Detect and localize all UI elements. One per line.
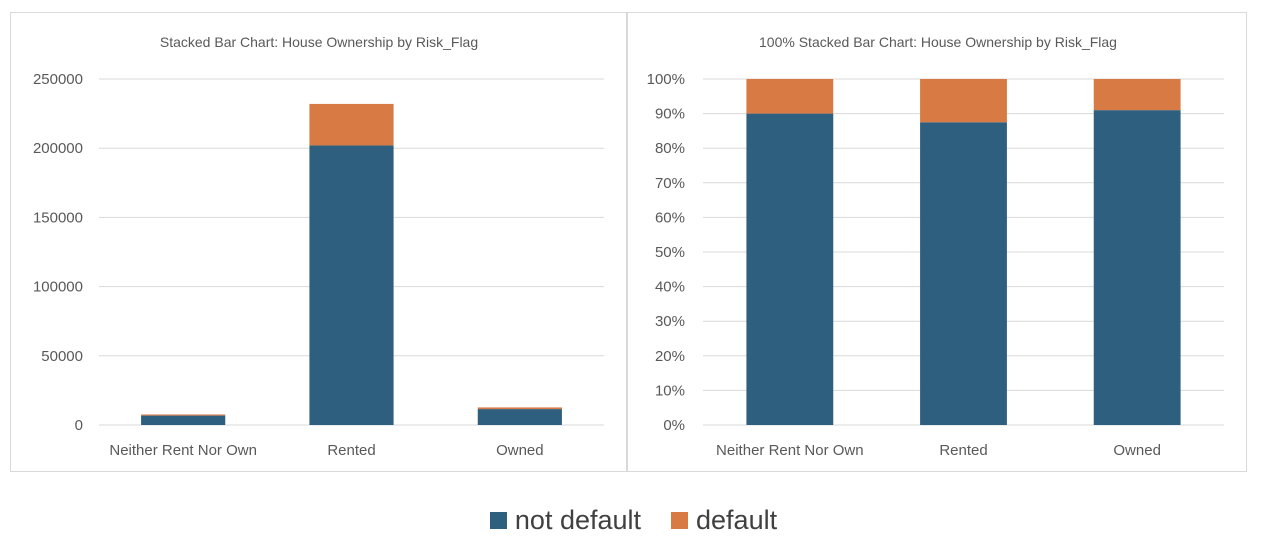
stacked-bar-chart: Stacked Bar Chart: House Ownership by Ri… xyxy=(33,34,604,459)
left-x-tick-label: Neither Rent Nor Own xyxy=(109,442,257,459)
legend-swatch-default xyxy=(671,511,689,529)
right-bar-not-default xyxy=(746,113,834,425)
legend-label-default: default xyxy=(696,504,778,535)
left-y-tick-label: 200000 xyxy=(33,140,83,157)
left-bar-default xyxy=(309,103,394,146)
right-x-tick-label: Owned xyxy=(1113,442,1161,459)
right-y-tick-label: 10% xyxy=(655,382,685,399)
right-y-tick-label: 60% xyxy=(655,209,685,226)
right-x-tick-label: Rented xyxy=(939,442,987,459)
legend-swatch-not-default xyxy=(489,511,507,529)
left-y-tick-label: 250000 xyxy=(33,71,83,88)
left-x-tick-label: Rented xyxy=(327,442,375,459)
left-bar-default xyxy=(477,407,562,410)
left-y-tick-label: 150000 xyxy=(33,209,83,226)
left-x-tick-label: Owned xyxy=(496,442,544,459)
left-y-tick-label: 100000 xyxy=(33,279,83,296)
legend-item-default: default xyxy=(671,505,777,536)
left-bar-not-default xyxy=(309,145,394,425)
left-y-tick-label: 0 xyxy=(75,417,83,434)
right-y-tick-label: 50% xyxy=(655,244,685,261)
left-bar-default xyxy=(141,414,226,416)
right-x-tick-label: Neither Rent Nor Own xyxy=(716,442,864,459)
right-bar-default xyxy=(920,79,1007,123)
percent-stacked-bar-chart-panel: 100% Stacked Bar Chart: House Ownership … xyxy=(627,12,1247,472)
right-y-tick-label: 90% xyxy=(655,106,685,123)
right-y-tick-label: 40% xyxy=(655,279,685,296)
right-bar-not-default xyxy=(1093,110,1181,425)
right-bar-default xyxy=(746,79,834,114)
left-bar-not-default xyxy=(477,409,562,425)
right-y-tick-label: 70% xyxy=(655,175,685,192)
legend-label-not-default: not default xyxy=(514,504,642,535)
right-chart-title: 100% Stacked Bar Chart: House Ownership … xyxy=(759,34,1117,50)
right-bar-not-default xyxy=(920,122,1007,425)
right-y-tick-label: 80% xyxy=(655,140,685,157)
legend-item-not-default: not default xyxy=(489,504,642,536)
right-y-tick-label: 0% xyxy=(663,417,685,434)
left-y-tick-label: 50000 xyxy=(41,348,83,365)
stacked-bar-chart-panel: Stacked Bar Chart: House Ownership by Ri… xyxy=(10,12,627,472)
right-bar-default xyxy=(1093,79,1181,111)
percent-stacked-bar-chart: 100% Stacked Bar Chart: House Ownership … xyxy=(647,34,1224,459)
right-y-tick-label: 100% xyxy=(647,71,685,88)
right-y-tick-label: 30% xyxy=(655,313,685,330)
chart-legend: not default default xyxy=(0,500,1267,540)
left-chart-title: Stacked Bar Chart: House Ownership by Ri… xyxy=(160,34,478,50)
left-bar-not-default xyxy=(141,415,226,425)
right-y-tick-label: 20% xyxy=(655,348,685,365)
